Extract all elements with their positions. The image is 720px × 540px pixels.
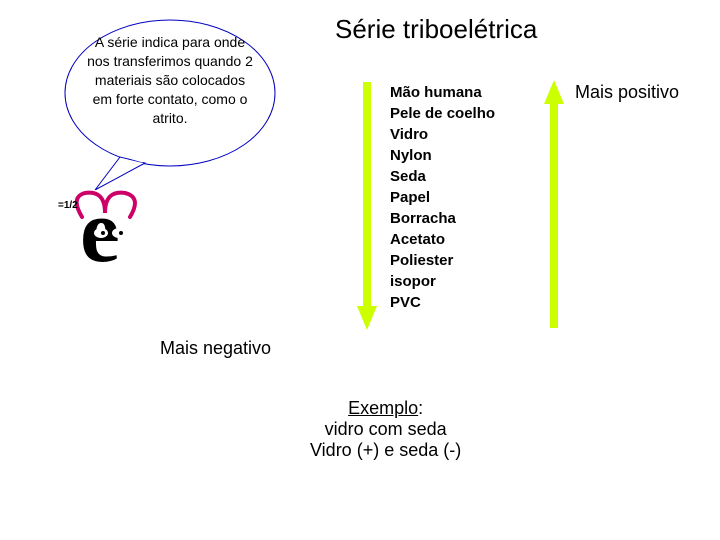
triboelectric-list: Mão humana Pele de coelho Vidro Nylon Se…	[390, 82, 495, 313]
electron-spin-label: =1/2	[58, 200, 78, 211]
negative-label: Mais negativo	[160, 338, 271, 359]
list-item: isopor	[390, 271, 495, 292]
bubble-text: A série indica para onde nos transferimo…	[85, 33, 255, 127]
example-line1: vidro com seda	[310, 419, 461, 440]
list-item: Papel	[390, 187, 495, 208]
example-line2: Vidro (+) e seda (-)	[310, 440, 461, 461]
arrow-down	[357, 82, 377, 332]
list-item: Poliester	[390, 250, 495, 271]
list-item: Pele de coelho	[390, 103, 495, 124]
electron-eyes	[93, 226, 133, 240]
list-item: Vidro	[390, 124, 495, 145]
example-heading: Exemplo	[348, 398, 418, 418]
list-item: Mão humana	[390, 82, 495, 103]
page-title: Série triboelétrica	[335, 14, 537, 45]
list-item: Acetato	[390, 229, 495, 250]
list-item: Borracha	[390, 208, 495, 229]
positive-label: Mais positivo	[575, 82, 679, 103]
arrow-up	[544, 80, 564, 330]
example-block: Exemplo: vidro com seda Vidro (+) e seda…	[310, 398, 461, 461]
list-item: PVC	[390, 292, 495, 313]
list-item: Seda	[390, 166, 495, 187]
electron-cartoon: =1/2 e	[60, 185, 170, 295]
list-item: Nylon	[390, 145, 495, 166]
